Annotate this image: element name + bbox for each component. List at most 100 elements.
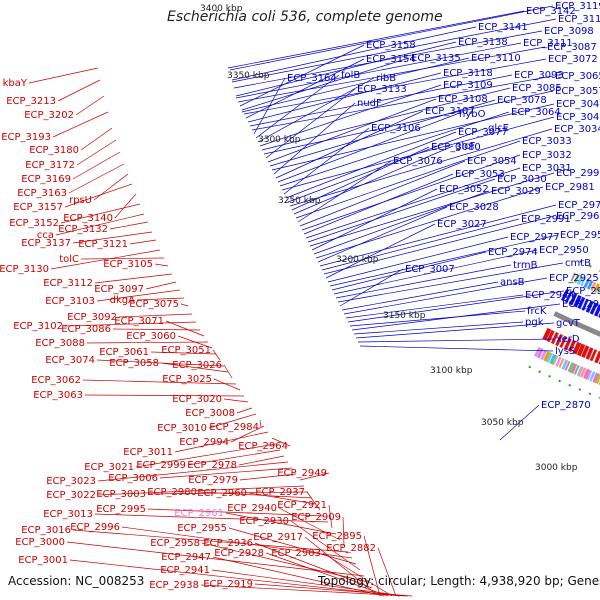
function-segment bbox=[552, 355, 559, 366]
reverse-gene-arrow bbox=[577, 296, 586, 310]
gene-label: ECP_3118 bbox=[443, 68, 493, 79]
label-connector bbox=[96, 289, 181, 302]
label-connector bbox=[211, 569, 405, 597]
gene-label: ECP_2941 bbox=[160, 565, 210, 576]
label-connector bbox=[290, 520, 361, 571]
gene-label: ECP_2995 bbox=[96, 504, 146, 515]
gene-label: ECP_2979 bbox=[188, 475, 238, 486]
label-connector bbox=[269, 99, 496, 167]
label-connector bbox=[347, 290, 565, 323]
gene-label: ECP_2999 bbox=[136, 460, 186, 471]
function-segment bbox=[570, 272, 576, 282]
function-segment bbox=[573, 274, 580, 284]
gene-label: folB bbox=[341, 70, 360, 81]
gene-label: ECP_3027 bbox=[437, 219, 487, 230]
label-connector bbox=[136, 297, 185, 301]
gene-label: ECP_3011 bbox=[123, 447, 173, 458]
label-connector bbox=[165, 320, 205, 337]
gene-label: ECP_3135 bbox=[411, 53, 461, 64]
gene-label: hybO bbox=[459, 109, 486, 120]
label-connector bbox=[289, 128, 553, 207]
gene-label: ECP_2964 bbox=[238, 441, 288, 452]
gene-label: ECP_3072 bbox=[548, 54, 598, 65]
tick-label: 3150 kbp bbox=[383, 311, 426, 321]
label-connector bbox=[363, 535, 381, 597]
gene-label: ECP_3047 bbox=[556, 99, 600, 110]
gene-label: ECP_3106 bbox=[371, 123, 421, 134]
label-connector bbox=[147, 491, 309, 495]
forward-gene-arrow bbox=[546, 329, 555, 343]
gene-label: rpsU bbox=[69, 195, 92, 206]
tick-label: 3000 kbp bbox=[535, 463, 578, 473]
label-connector bbox=[69, 559, 401, 597]
label-connector bbox=[60, 203, 141, 224]
label-connector bbox=[253, 77, 286, 135]
left-gene-labels: kbaY ECP_3213 ECP_3202 ECP_3193 ECP_3180 ECP_… bbox=[0, 67, 413, 597]
function-segment bbox=[573, 364, 580, 375]
forward-gene-arrow bbox=[563, 337, 572, 351]
genome-summary-text: Topology: circular; Length: 4,938,920 bp… bbox=[318, 574, 600, 588]
gene-label: ECP_3121 bbox=[78, 239, 128, 250]
gene-label: ECP_2949 bbox=[277, 468, 327, 479]
gene-label: ECP_3006 bbox=[108, 473, 158, 484]
label-connector bbox=[84, 394, 245, 397]
function-segment bbox=[537, 348, 544, 359]
label-connector bbox=[331, 251, 487, 291]
gene-label: ECP_3061 bbox=[99, 347, 149, 358]
label-connector bbox=[351, 303, 561, 331]
gene-label: ECP_3001 bbox=[18, 555, 68, 566]
gene-label: ECP_3112 bbox=[43, 278, 93, 289]
label-connector bbox=[271, 103, 555, 171]
gene-label: ECP_3033 bbox=[522, 136, 572, 147]
gene-label: ECP_2960 bbox=[197, 488, 247, 499]
gene-label: ECP_3051 bbox=[161, 345, 211, 356]
gene-label: ECP_3029 bbox=[491, 186, 541, 197]
gene-label: ECP_2921 bbox=[277, 500, 327, 511]
label-connector bbox=[28, 67, 99, 84]
label-connector bbox=[287, 127, 487, 203]
label-connector bbox=[145, 281, 177, 290]
gene-label: ECP_3119 bbox=[555, 1, 600, 12]
gene-label: ECP_2978 bbox=[187, 460, 237, 471]
gene-label: ECP_3164 bbox=[287, 73, 337, 84]
label-connector bbox=[200, 584, 409, 597]
gene-label: pgk bbox=[525, 317, 544, 328]
function-segment bbox=[593, 283, 600, 293]
label-connector bbox=[283, 127, 370, 195]
gene-label: ECP_3053 bbox=[455, 169, 505, 180]
function-segment bbox=[533, 346, 542, 358]
label-connector bbox=[129, 239, 157, 245]
label-connector bbox=[64, 183, 133, 208]
gene-label: ECP_2977 bbox=[510, 232, 560, 243]
label-connector bbox=[114, 193, 137, 219]
gene-label: ECP_3213 bbox=[6, 96, 56, 107]
function-segment bbox=[586, 369, 593, 381]
function-segment bbox=[576, 275, 584, 286]
function-segment bbox=[567, 362, 576, 373]
gene-label: ECP_3110 bbox=[471, 53, 521, 64]
gene-label: ECP_2909 bbox=[291, 512, 341, 523]
gene-label: ECP_3077 bbox=[458, 127, 508, 138]
reverse-gene-arrow bbox=[560, 289, 569, 302]
label-connector bbox=[233, 30, 543, 89]
forward-gene-arrow bbox=[576, 343, 586, 357]
gene-label: ECP_3075 bbox=[129, 299, 179, 310]
gene-label: frcK bbox=[527, 306, 547, 317]
label-connector bbox=[154, 263, 169, 267]
label-connector bbox=[241, 57, 470, 113]
label-connector bbox=[112, 328, 201, 331]
gene-label: ECP_3098 bbox=[544, 26, 594, 37]
label-connector bbox=[277, 113, 458, 183]
gene-label: ECP_3169 bbox=[21, 174, 71, 185]
label-connector bbox=[239, 473, 297, 481]
label-connector bbox=[97, 461, 289, 482]
label-connector bbox=[327, 236, 509, 283]
gene-label: ECP_3157 bbox=[13, 202, 63, 213]
gene-label: ECP_2996 bbox=[70, 522, 120, 533]
label-connector bbox=[212, 349, 221, 361]
gene-label: ECP_3021 bbox=[84, 462, 134, 473]
gene-label: ECP_3065 bbox=[555, 71, 600, 82]
gene-label: ECP_2925 bbox=[549, 273, 599, 284]
gene-label: ECP_3008 bbox=[185, 408, 235, 419]
